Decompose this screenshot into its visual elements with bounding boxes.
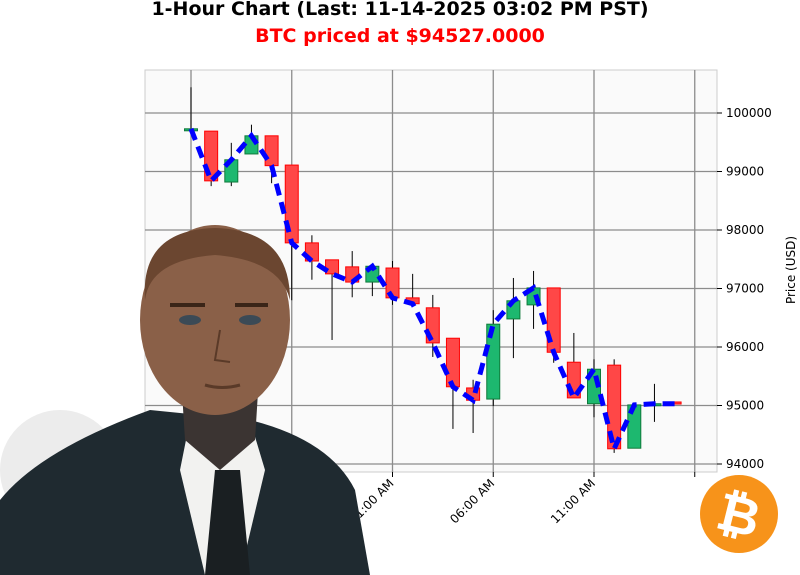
bitcoin-logo: ₿ — [700, 475, 778, 553]
candle-body-down — [325, 259, 340, 275]
x-tick-label: 06:00 AM — [447, 476, 497, 526]
candle — [607, 359, 622, 453]
candle-body-down — [445, 337, 460, 388]
y-tick-label: 100000 — [726, 106, 772, 120]
grid — [145, 70, 717, 472]
candle — [325, 259, 340, 340]
y-axis-label: Price (USD) — [784, 236, 798, 304]
android-businessman-image — [0, 225, 370, 575]
y-tick-label: 94000 — [726, 457, 764, 471]
x-tick-label: 11:00 AM — [548, 476, 598, 526]
y-tick-label: 97000 — [726, 282, 764, 296]
candle — [486, 310, 501, 407]
y-tick-label: 96000 — [726, 340, 764, 354]
chart-title: 1-Hour Chart (Last: 11-14-2025 03:02 PM … — [151, 0, 649, 20]
y-tick-label: 98000 — [726, 223, 764, 237]
y-tick-label: 95000 — [726, 399, 764, 413]
candle-body-down — [607, 364, 622, 450]
candle-body-up — [486, 323, 501, 400]
y-tick-label: 99000 — [726, 165, 764, 179]
price-subtitle: BTC priced at $94527.0000 — [255, 25, 545, 47]
candle-body-down — [264, 135, 279, 167]
y-axis: 94000 95000 96000 97000 98000 99000 100000 — [717, 106, 772, 471]
close-price-line — [188, 127, 675, 457]
